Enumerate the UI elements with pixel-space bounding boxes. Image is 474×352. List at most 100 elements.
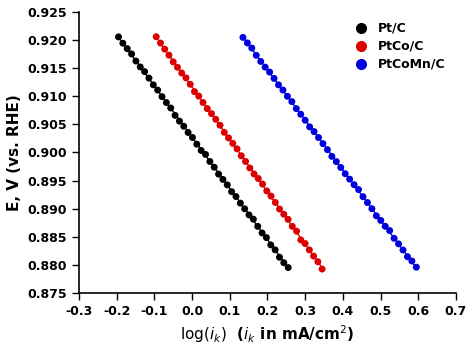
Point <box>137 64 144 70</box>
Point <box>246 165 254 171</box>
Point <box>310 253 318 259</box>
Point <box>275 82 283 88</box>
Point <box>254 224 262 229</box>
Point <box>180 124 188 129</box>
Point <box>210 164 218 170</box>
Point <box>208 111 215 117</box>
Point <box>178 70 185 76</box>
Point <box>390 235 398 241</box>
Point <box>373 213 380 219</box>
Point <box>276 254 283 260</box>
Point <box>324 147 331 152</box>
Point <box>276 206 283 212</box>
Point <box>225 135 232 141</box>
Point <box>239 34 247 40</box>
Point <box>132 58 140 64</box>
Point <box>245 212 253 218</box>
Point <box>149 82 157 88</box>
Point <box>297 112 304 117</box>
Point <box>184 130 192 135</box>
Point <box>261 64 269 70</box>
Point <box>219 177 227 182</box>
Point <box>189 135 196 140</box>
Point <box>267 242 274 248</box>
Point <box>328 153 336 159</box>
Y-axis label: E, V (vs. RHE): E, V (vs. RHE) <box>7 94 22 211</box>
Point <box>123 46 131 51</box>
Point <box>191 89 198 94</box>
Point <box>259 181 266 187</box>
Point <box>115 34 122 40</box>
Point <box>399 247 407 253</box>
Point <box>297 237 305 243</box>
Point <box>203 106 211 112</box>
Point <box>237 200 244 206</box>
Point <box>266 69 273 75</box>
Point <box>257 58 264 64</box>
Point <box>176 118 183 124</box>
Point <box>412 264 420 270</box>
Point <box>263 235 270 240</box>
Point <box>280 260 288 265</box>
Point <box>171 113 179 118</box>
Point <box>141 69 148 74</box>
Point <box>377 218 384 223</box>
Legend: Pt/C, PtCo/C, PtCoMn/C: Pt/C, PtCo/C, PtCoMn/C <box>345 18 450 75</box>
Point <box>223 182 231 188</box>
Point <box>244 40 251 46</box>
Point <box>359 194 367 200</box>
Point <box>270 76 278 81</box>
Point <box>306 124 313 130</box>
Point <box>337 165 345 170</box>
Point <box>283 93 291 99</box>
Point <box>182 75 190 81</box>
Point <box>350 182 358 188</box>
Point <box>386 228 393 233</box>
Point <box>250 171 258 177</box>
Point <box>119 40 127 46</box>
Point <box>255 176 262 181</box>
Point <box>153 34 160 39</box>
Point <box>319 266 326 272</box>
Point <box>163 100 170 105</box>
Point <box>212 117 219 122</box>
Point <box>306 247 313 253</box>
Point <box>408 258 416 264</box>
Point <box>195 93 202 99</box>
Point <box>284 265 292 270</box>
Point <box>173 64 181 70</box>
Point <box>272 200 279 205</box>
Point <box>284 216 292 222</box>
Point <box>301 118 309 123</box>
Point <box>292 106 300 112</box>
Point <box>263 188 271 194</box>
Point <box>280 212 288 217</box>
Point <box>267 193 275 199</box>
Point <box>202 152 210 157</box>
Point <box>206 159 214 164</box>
Point <box>157 40 164 46</box>
Point <box>314 259 322 265</box>
Point <box>258 230 266 236</box>
Point <box>154 87 162 93</box>
Point <box>237 153 245 158</box>
Point <box>341 171 349 176</box>
Point <box>382 224 389 229</box>
Point <box>161 46 169 52</box>
Point <box>253 52 260 58</box>
Point <box>250 216 257 222</box>
Point <box>220 130 228 135</box>
Point <box>216 122 224 128</box>
Point <box>368 206 376 212</box>
Point <box>248 45 255 51</box>
Point <box>319 141 327 146</box>
Point <box>301 241 309 246</box>
Point <box>289 224 296 229</box>
Point <box>310 129 318 134</box>
Point <box>186 81 194 87</box>
Point <box>165 52 173 58</box>
Point <box>128 51 136 57</box>
Point <box>199 100 207 105</box>
Point <box>232 194 240 199</box>
Point <box>404 254 411 259</box>
